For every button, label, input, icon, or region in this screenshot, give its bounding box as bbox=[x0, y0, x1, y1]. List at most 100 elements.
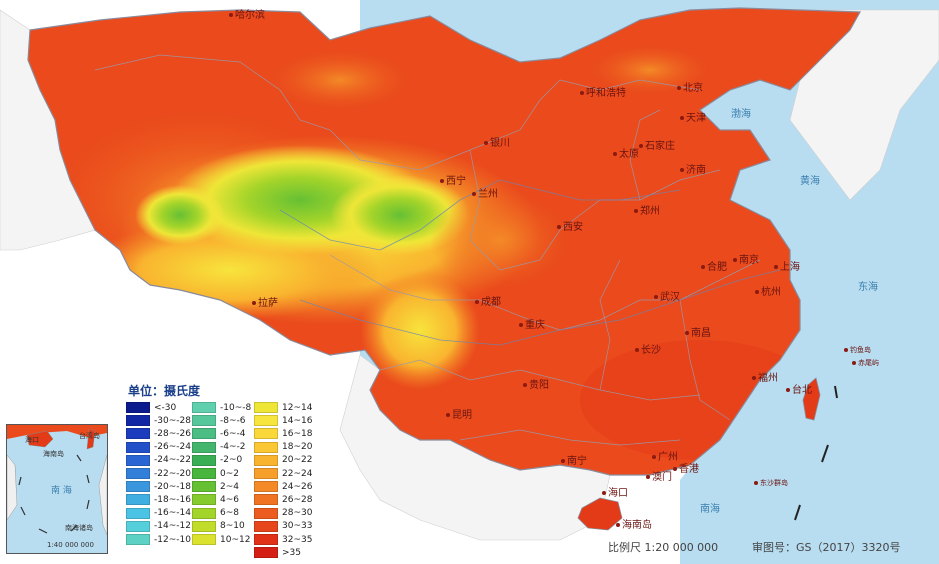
legend-swatch bbox=[192, 454, 216, 466]
legend-entry: -20~-18 bbox=[126, 481, 191, 493]
city-label: 呼和浩特 bbox=[580, 88, 626, 99]
legend-swatch bbox=[126, 415, 150, 427]
legend-label: -30~-28 bbox=[154, 415, 191, 426]
legend-entry: >35 bbox=[254, 547, 301, 559]
city-label: 哈尔滨 bbox=[229, 10, 265, 21]
legend-entry: 22~24 bbox=[254, 468, 312, 479]
legend-entry: 4~6 bbox=[192, 494, 239, 506]
city-label: 北京 bbox=[677, 83, 703, 94]
legend-label: -20~-18 bbox=[154, 481, 191, 492]
city-label: 重庆 bbox=[519, 320, 545, 331]
legend-entry: 0~2 bbox=[192, 468, 239, 479]
legend-label: -6~-4 bbox=[220, 428, 246, 439]
inset-canvas bbox=[7, 425, 107, 536]
legend-label: 16~18 bbox=[282, 428, 313, 439]
city-label: 钓鱼岛 bbox=[844, 346, 871, 354]
legend-entry: -18~-16 bbox=[126, 494, 191, 506]
legend-swatch bbox=[254, 547, 278, 559]
city-label: 广州 bbox=[652, 452, 678, 463]
legend-swatch bbox=[254, 507, 278, 519]
legend-entry: -30~-28 bbox=[126, 415, 191, 427]
legend-entry: 2~4 bbox=[192, 481, 239, 493]
legend-entry: 24~26 bbox=[254, 481, 313, 493]
legend-label: -14~-12 bbox=[154, 521, 191, 532]
legend-swatch bbox=[192, 494, 216, 506]
legend-label: 6~8 bbox=[220, 508, 239, 519]
neighbor-land-korea-japan bbox=[789, 9, 939, 201]
city-label: 兰州 bbox=[472, 189, 498, 200]
legend-entry: 16~18 bbox=[254, 428, 313, 440]
legend-entry: -8~-6 bbox=[192, 415, 246, 427]
legend-swatch bbox=[126, 402, 150, 413]
legend-swatch bbox=[126, 441, 150, 453]
city-label: 南宁 bbox=[561, 456, 587, 467]
legend-swatch bbox=[192, 481, 216, 493]
legend-entry: 18~20 bbox=[254, 441, 313, 453]
legend-label: >35 bbox=[282, 547, 301, 558]
city-label: 杭州 bbox=[755, 287, 781, 298]
legend-label: 10~12 bbox=[220, 534, 251, 545]
legend-swatch bbox=[126, 481, 150, 493]
legend-swatch bbox=[192, 534, 216, 545]
city-label: 东沙群岛 bbox=[754, 479, 788, 487]
city-label: 天津 bbox=[680, 113, 706, 124]
city-label: 郑州 bbox=[634, 206, 660, 217]
inset-label: 海口 bbox=[25, 436, 39, 444]
temperature-legend: 单位：摄氏度 <-30 -30~-28 -28~-26 -26~-24 -24~-22 -… bbox=[122, 382, 322, 562]
city-label: 南昌 bbox=[685, 328, 711, 339]
city-label: 石家庄 bbox=[639, 141, 675, 152]
legend-swatch bbox=[126, 468, 150, 479]
legend-label: -16~-14 bbox=[154, 508, 191, 519]
legend-label: 24~26 bbox=[282, 481, 313, 492]
legend-swatch bbox=[254, 494, 278, 506]
legend-entry: 28~30 bbox=[254, 507, 312, 519]
city-label: 西宁 bbox=[440, 176, 466, 187]
city-label: 海口 bbox=[602, 488, 628, 499]
legend-label: 20~22 bbox=[282, 455, 313, 466]
china-outline bbox=[27, 7, 862, 476]
legend-label: -10~-8 bbox=[220, 402, 252, 413]
legend-label: -2~0 bbox=[220, 455, 243, 466]
legend-swatch bbox=[254, 415, 278, 427]
legend-swatch bbox=[126, 520, 150, 532]
legend-swatch bbox=[254, 454, 278, 466]
legend-label: -28~-26 bbox=[154, 428, 191, 439]
city-label: 上海 bbox=[774, 262, 800, 273]
legend-entry: 12~14 bbox=[254, 402, 312, 413]
legend-entry: 30~33 bbox=[254, 520, 312, 532]
city-label: 西安 bbox=[557, 222, 583, 233]
legend-entry: <-30 bbox=[126, 402, 176, 413]
legend-label: -4~-2 bbox=[220, 442, 246, 453]
legend-swatch bbox=[254, 520, 278, 532]
sea-label-east: 东海 bbox=[858, 282, 878, 293]
legend-entry: -10~-8 bbox=[192, 402, 251, 413]
legend-swatch bbox=[192, 415, 216, 427]
approval-number: 审图号：GS（2017）3320号 bbox=[752, 541, 901, 554]
legend-label: 14~16 bbox=[282, 415, 313, 426]
legend-swatch bbox=[254, 534, 278, 545]
city-label: 贵阳 bbox=[523, 380, 549, 391]
legend-label: 12~14 bbox=[282, 402, 313, 413]
legend-swatch bbox=[126, 507, 150, 519]
sea-label-yellow: 黄海 bbox=[800, 176, 820, 187]
legend-swatch bbox=[126, 534, 150, 545]
legend-entry: -22~-20 bbox=[126, 468, 191, 479]
legend-label: 18~20 bbox=[282, 442, 313, 453]
city-label: 台北 bbox=[786, 385, 812, 396]
legend-label: -24~-22 bbox=[154, 455, 191, 466]
city-label: 银川 bbox=[484, 138, 510, 149]
legend-swatch bbox=[192, 520, 216, 532]
legend-entry: -6~-4 bbox=[192, 428, 246, 440]
legend-label: 8~10 bbox=[220, 521, 245, 532]
map-scale: 比例尺 1:20 000 000 bbox=[608, 541, 719, 554]
city-label: 海南岛 bbox=[616, 520, 652, 531]
hainan-island bbox=[577, 497, 623, 531]
legend-entry: -12~-10 bbox=[126, 534, 191, 545]
legend-swatch bbox=[126, 494, 150, 506]
legend-entry: 26~28 bbox=[254, 494, 312, 506]
city-label: 合肥 bbox=[701, 262, 727, 273]
legend-swatch bbox=[254, 428, 278, 440]
city-label: 太原 bbox=[613, 149, 639, 160]
